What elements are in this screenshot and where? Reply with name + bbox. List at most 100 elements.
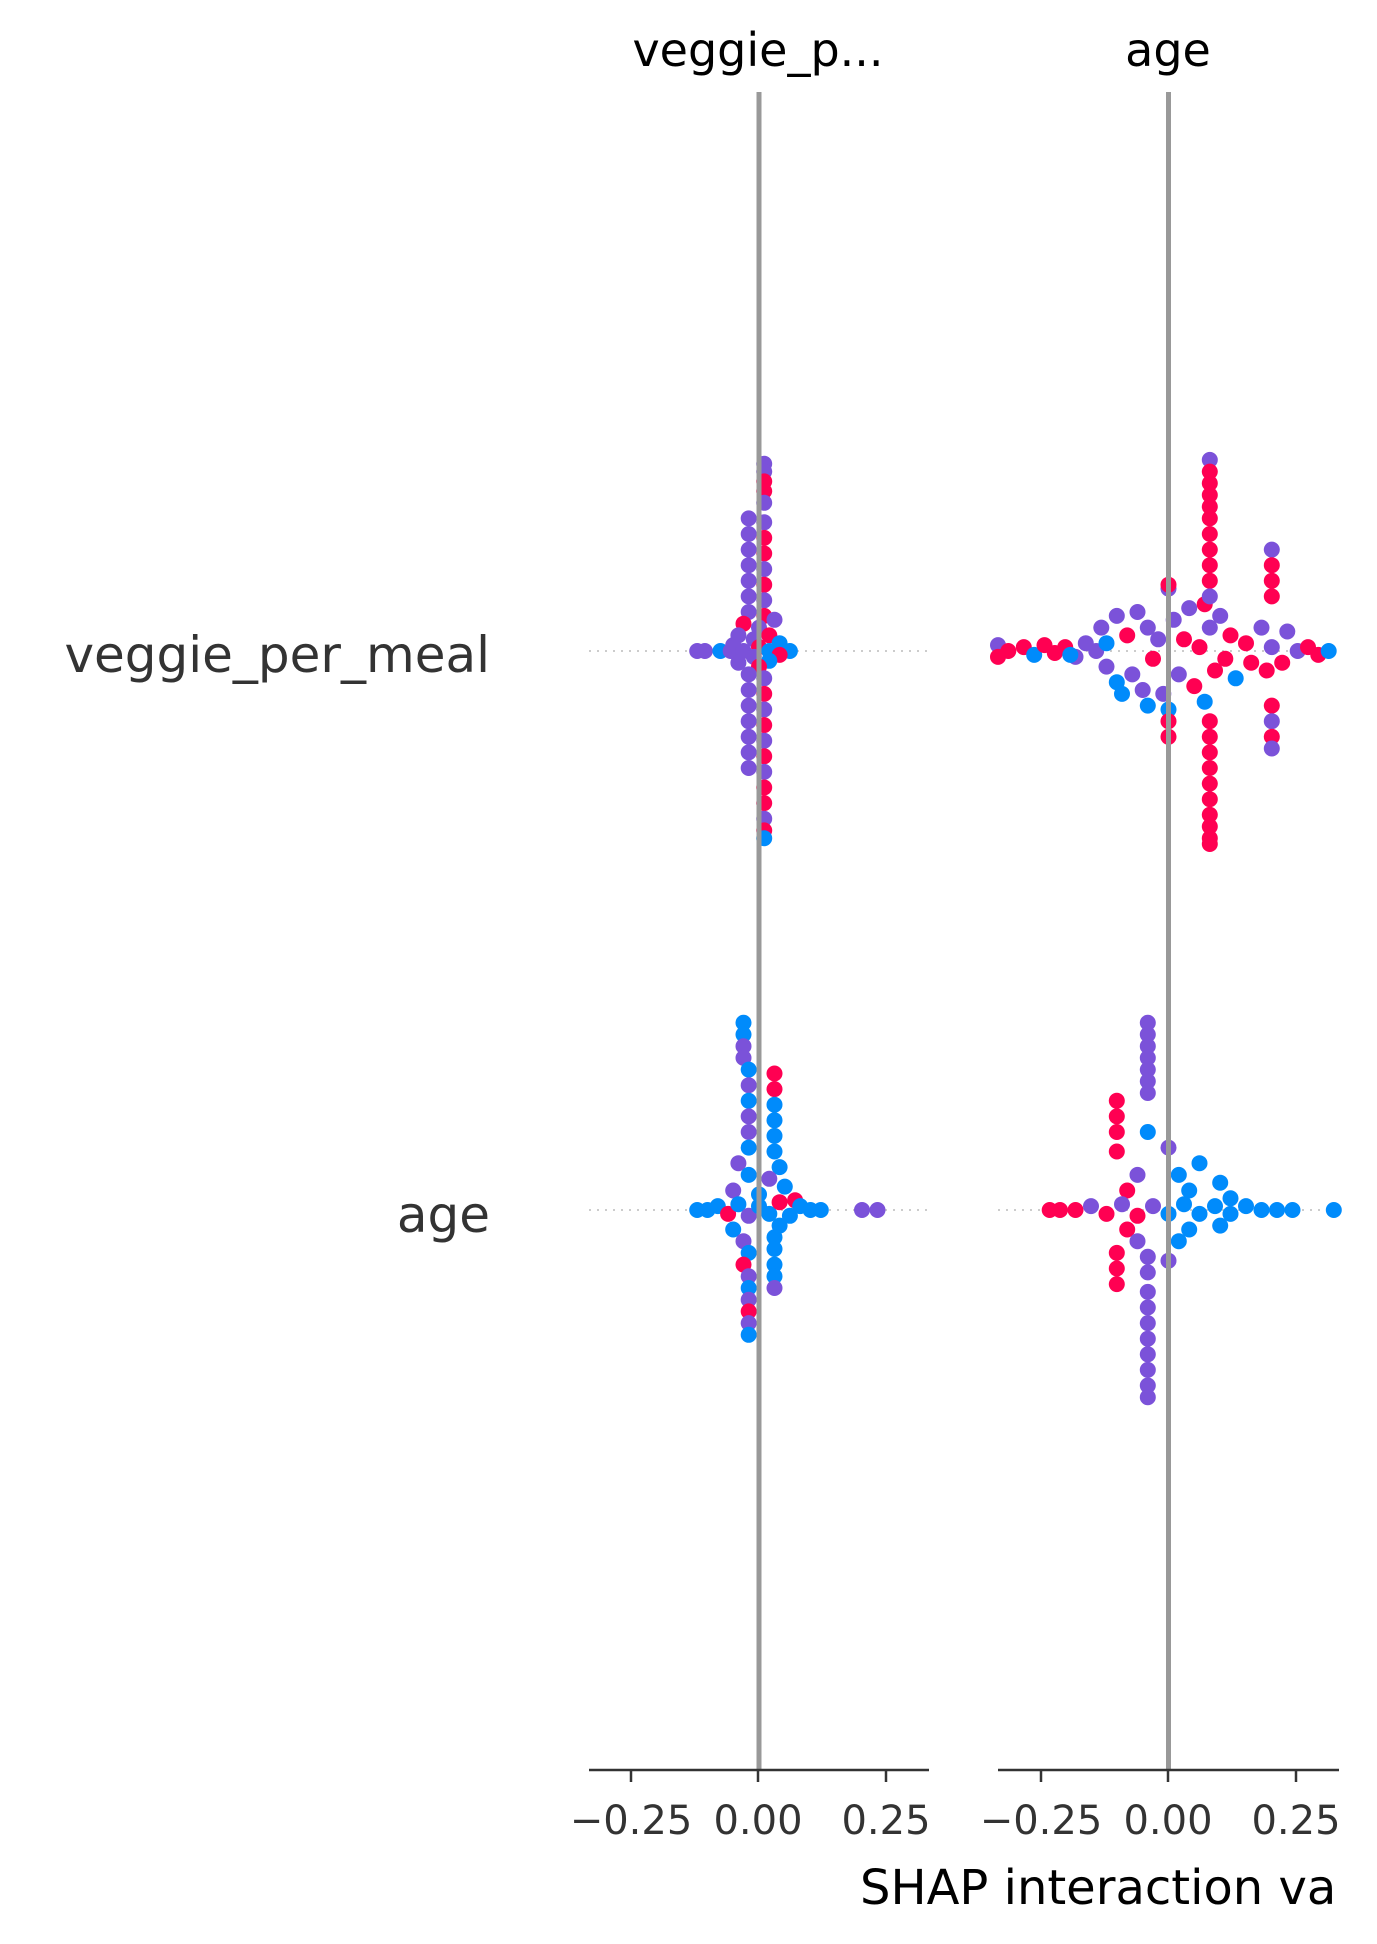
shap-point: [1139, 1026, 1156, 1043]
shap-point: [1098, 635, 1115, 652]
shap-point: [740, 744, 757, 761]
shap-point: [1263, 740, 1280, 757]
shap-point: [1150, 631, 1167, 648]
shap-point: [1263, 588, 1280, 605]
shap-point: [1191, 639, 1208, 656]
cell-points-layer: [589, 451, 1342, 1406]
shap-point: [740, 1077, 757, 1094]
shap-point: [1212, 1174, 1229, 1191]
shap-point: [1201, 806, 1218, 823]
shap-point: [1201, 451, 1218, 468]
shap-point: [1263, 697, 1280, 714]
shap-point: [1139, 697, 1156, 714]
shap-point: [1263, 541, 1280, 558]
shap-point: [1201, 487, 1218, 503]
shap-point: [1114, 1196, 1130, 1213]
shap-point: [1129, 1207, 1146, 1224]
shap-point: [740, 1139, 757, 1156]
shap-point: [725, 1221, 742, 1238]
shap-point: [1201, 475, 1218, 492]
shap-point: [771, 1194, 788, 1211]
shap-point: [1139, 1330, 1156, 1347]
shap-point: [1243, 654, 1260, 671]
shap-point: [1129, 604, 1146, 620]
x-tick-label-left-pos: 0.25: [841, 1798, 930, 1844]
shap-point: [1052, 1202, 1068, 1218]
shap-point: [766, 1229, 783, 1246]
shap-point: [740, 526, 757, 542]
shap-point: [740, 1207, 757, 1224]
shap-point: [740, 588, 757, 605]
shap-point: [1258, 662, 1275, 679]
column-title-age: age: [1125, 23, 1211, 77]
shap-point: [1062, 646, 1079, 663]
shap-point: [740, 1326, 757, 1343]
shap-point: [1201, 836, 1218, 852]
shap-point: [1201, 744, 1218, 761]
shap-point: [730, 1196, 747, 1213]
shap-point: [1325, 1202, 1342, 1218]
shap-point: [771, 1159, 788, 1176]
x-tick-label-left-neg: −0.25: [570, 1798, 693, 1844]
shap-point: [766, 1081, 783, 1098]
shap-point: [1201, 713, 1218, 730]
shap-point: [1108, 1092, 1125, 1109]
shap-point: [1201, 572, 1218, 589]
shap-point: [1108, 607, 1125, 624]
shap-point: [1108, 1276, 1125, 1293]
shap-point: [1119, 1221, 1136, 1238]
shap-point: [1108, 1124, 1125, 1140]
shap-point: [761, 1205, 778, 1222]
shap-point: [1139, 1315, 1156, 1332]
shap-point: [1191, 1205, 1208, 1222]
shap-point: [766, 1241, 783, 1257]
shap-point: [1227, 670, 1244, 687]
shap-point: [1238, 635, 1254, 652]
shap-point: [1274, 654, 1291, 671]
shap-point: [1139, 1389, 1156, 1406]
shap-point: [869, 1202, 886, 1218]
shap-point: [740, 1108, 757, 1125]
shap-point: [1222, 1205, 1239, 1222]
shap-point: [1083, 1198, 1099, 1215]
shap-point: [1201, 541, 1218, 558]
shap-point: [1201, 557, 1218, 574]
x-axis-title: SHAP interaction va: [860, 1860, 1336, 1916]
shap-point: [1238, 1198, 1254, 1215]
shap-point: [1176, 631, 1192, 648]
row-label-veggie-per-meal: veggie_per_meal: [64, 626, 490, 684]
shap-point: [1217, 650, 1234, 667]
shap-point: [1139, 1283, 1156, 1300]
shap-point: [1201, 619, 1218, 636]
shap-point: [1181, 1221, 1198, 1238]
shap-point: [740, 682, 757, 698]
shap-point: [1026, 646, 1043, 663]
shap-point: [1263, 639, 1280, 656]
x-tick-label-right-neg: −0.25: [980, 1798, 1103, 1844]
shap-point: [1108, 1244, 1125, 1261]
shap-point: [740, 1291, 757, 1308]
shap-point: [735, 1038, 752, 1055]
shap-point: [1139, 1299, 1156, 1316]
shap-point: [1170, 666, 1187, 683]
zero-lines-layer: [756, 92, 1171, 1770]
shap-point: [1284, 1202, 1301, 1218]
shap-point: [1181, 600, 1198, 617]
shap-point: [1119, 627, 1136, 644]
shap-point: [1201, 728, 1218, 745]
shap-point: [781, 1207, 798, 1224]
shap-point: [730, 1155, 747, 1172]
shap-point: [740, 666, 757, 683]
shap-point: [735, 1014, 752, 1031]
shap-point: [761, 1170, 778, 1187]
shap-point: [740, 1061, 757, 1078]
shap-point: [696, 643, 713, 659]
x-tick-label-left-zero: 0.00: [713, 1798, 802, 1844]
shap-point: [766, 1127, 783, 1144]
x-axis-right: −0.25 0.00 0.25: [980, 1768, 1341, 1844]
shap-point: [854, 1202, 870, 1218]
shap-point: [1139, 1124, 1156, 1140]
shap-point: [740, 1092, 757, 1109]
shap-point: [1201, 818, 1218, 835]
shap-point: [1212, 607, 1229, 624]
